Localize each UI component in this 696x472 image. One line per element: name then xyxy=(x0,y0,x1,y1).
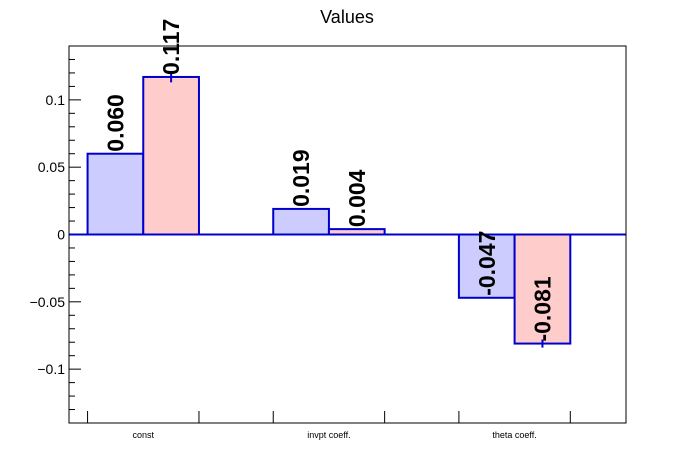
x-tick-label: invpt coeff. xyxy=(307,430,350,440)
y-tick-label: 0.1 xyxy=(46,92,66,108)
y-tick-label: 0.05 xyxy=(38,159,65,175)
data-label: 0.004 xyxy=(344,169,370,227)
bar xyxy=(272,207,330,236)
bar xyxy=(86,152,145,236)
data-label: -0.081 xyxy=(529,276,555,341)
y-tick-label: −0.1 xyxy=(37,361,65,377)
y-tick-label: −0.05 xyxy=(30,294,66,310)
data-label: 0.019 xyxy=(288,149,314,207)
x-tick-label: theta coeff. xyxy=(492,430,536,440)
x-tick-label: const xyxy=(133,430,155,440)
y-tick-label: 0 xyxy=(57,227,65,243)
chart-title: Values xyxy=(320,7,374,27)
plot-frame xyxy=(68,45,627,424)
data-label: -0.047 xyxy=(474,231,500,296)
data-label: 0.117 xyxy=(158,19,184,75)
data-label: 0.060 xyxy=(102,94,128,152)
bar xyxy=(142,75,200,236)
